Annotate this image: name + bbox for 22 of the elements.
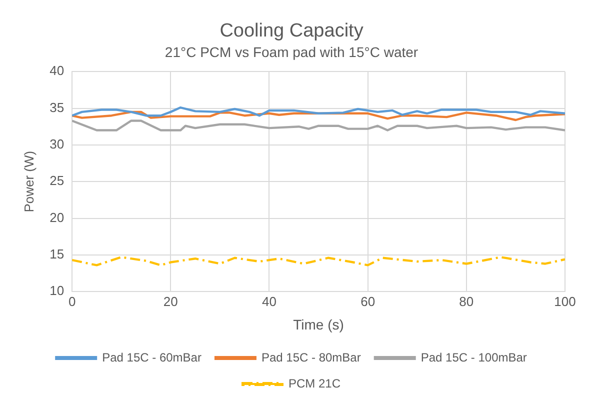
y-tick-label: 25	[50, 173, 64, 188]
x-tick-label: 40	[262, 294, 276, 309]
legend-label: Pad 15C - 80mBar	[261, 350, 361, 364]
y-tick-label: 10	[50, 283, 64, 298]
line-series	[72, 256, 565, 266]
y-axis-title: Power (W)	[21, 150, 36, 212]
x-tick-label: 0	[68, 294, 76, 309]
y-tick-label: 30	[50, 136, 64, 152]
y-tick-label: 40	[50, 63, 64, 78]
legend-label: PCM 21C	[288, 376, 341, 390]
y-tick-label: 35	[50, 100, 64, 115]
legend-label: Pad 15C - 60mBar	[102, 350, 202, 364]
chart-subtitle: 21°C PCM vs Foam pad with 15°C water	[164, 44, 418, 60]
y-tick-label: 20	[50, 210, 64, 225]
chart-title: Cooling Capacity	[220, 20, 364, 42]
x-axis-title: Time (s)	[293, 316, 344, 332]
y-tick-label: 15	[50, 246, 64, 262]
x-tick-label: 80	[459, 294, 474, 309]
legend-label: Pad 15C - 100mBar	[420, 350, 527, 364]
x-tick-label: 100	[554, 294, 576, 309]
x-tick-label: 20	[163, 294, 178, 309]
x-tick-label: 60	[360, 294, 376, 309]
